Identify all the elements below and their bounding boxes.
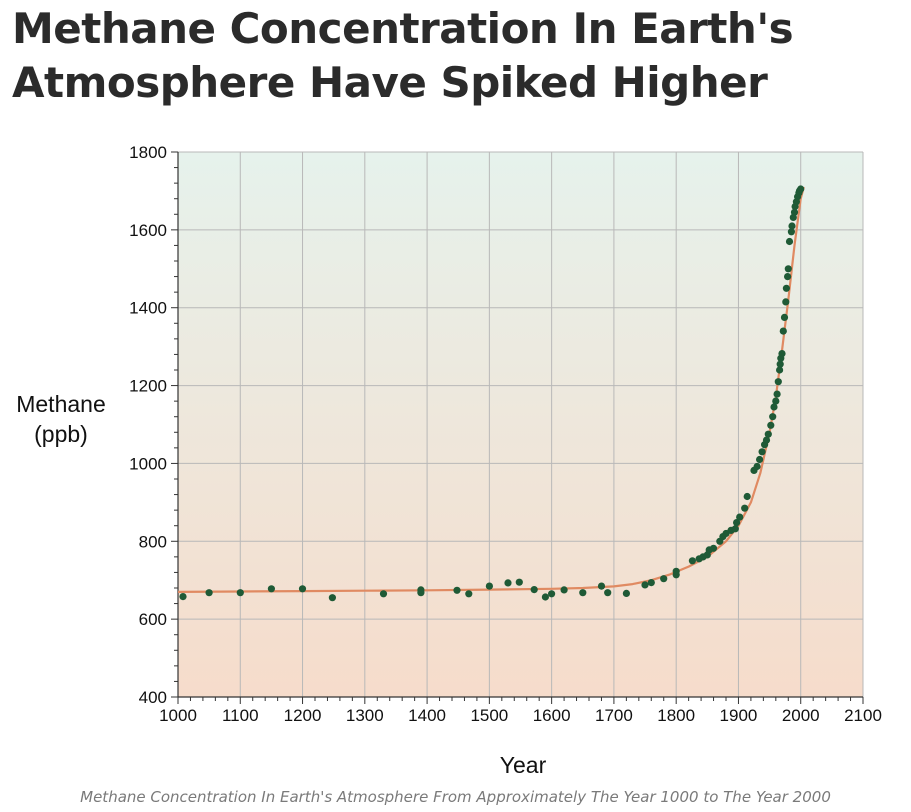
data-point — [753, 462, 761, 471]
data-point — [660, 575, 668, 583]
x-tick-label: 1600 — [533, 706, 571, 725]
x-tick-label: 1700 — [595, 706, 633, 725]
y-tick-label: 800 — [139, 532, 167, 551]
figure-caption: Methane Concentration In Earth's Atmosph… — [80, 788, 831, 806]
x-tick-label: 1300 — [346, 706, 384, 725]
data-point — [597, 582, 606, 590]
article-headline: Methane Concentration In Earth's Atmosph… — [12, 4, 794, 107]
y-tick-label: 1000 — [129, 454, 167, 473]
data-point — [736, 513, 744, 521]
data-point — [772, 397, 780, 405]
data-point — [560, 586, 568, 594]
x-tick-label: 2000 — [782, 706, 820, 725]
data-point — [485, 582, 493, 590]
data-point — [767, 421, 775, 429]
data-point — [417, 586, 425, 594]
data-point — [762, 436, 771, 444]
data-point — [784, 265, 792, 273]
data-point — [672, 567, 680, 575]
x-tick-label: 1900 — [720, 706, 758, 725]
data-point — [647, 579, 655, 587]
points-layer — [179, 185, 805, 602]
x-tick-label: 1500 — [470, 706, 508, 725]
y-axis-title-line: Methane — [16, 391, 106, 417]
data-point — [465, 590, 473, 598]
data-point — [453, 586, 461, 594]
data-point — [541, 593, 550, 601]
data-point — [782, 298, 790, 306]
data-point — [756, 455, 764, 464]
data-point — [504, 579, 512, 587]
data-point — [774, 378, 782, 386]
y-tick-label: 1200 — [129, 377, 167, 396]
data-point — [784, 273, 792, 281]
data-point — [797, 185, 805, 193]
data-point — [776, 360, 784, 368]
data-point — [780, 313, 789, 321]
data-point — [579, 589, 587, 597]
x-tick-label: 1200 — [284, 706, 322, 725]
x-axis-title: Year — [500, 752, 547, 778]
data-point — [758, 448, 766, 456]
data-point — [205, 589, 213, 597]
data-point — [785, 237, 794, 246]
data-point — [779, 327, 787, 335]
axes — [171, 151, 864, 704]
data-point — [770, 403, 778, 411]
data-point — [530, 586, 538, 594]
data-point — [236, 589, 244, 597]
data-point — [787, 228, 796, 236]
y-axis-title-line: (ppb) — [34, 421, 88, 447]
x-tick-label: 1400 — [408, 706, 446, 725]
data-point — [733, 519, 741, 527]
data-point — [743, 492, 751, 501]
data-point — [604, 589, 612, 597]
data-point — [298, 585, 307, 593]
data-point — [776, 366, 784, 374]
data-point — [764, 430, 772, 438]
x-tick-label: 1800 — [657, 706, 695, 725]
data-point — [788, 222, 796, 230]
data-point — [741, 504, 749, 512]
data-point — [769, 413, 777, 421]
data-point — [773, 390, 781, 398]
data-point — [641, 581, 649, 589]
methane-chart: 1000 1100 1200 1300 1400 1500 1600 1700 1800 1900… — [16, 143, 882, 778]
plot-background — [178, 152, 863, 697]
data-point — [267, 585, 275, 593]
x-tick-label: 1100 — [222, 706, 259, 725]
data-point — [379, 590, 388, 598]
y-tick-label: 1800 — [129, 143, 167, 162]
data-point — [782, 284, 791, 292]
data-point — [709, 544, 718, 552]
x-tick-label: 1000 — [159, 706, 197, 725]
axis-labels: 1000 1100 1200 1300 1400 1500 1600 1700 1800 1900… — [16, 143, 882, 778]
data-point — [328, 594, 336, 602]
data-point — [778, 350, 786, 358]
y-tick-label: 1400 — [129, 299, 167, 318]
y-tick-label: 400 — [139, 688, 167, 707]
x-tick-label: 2100 — [844, 706, 882, 725]
data-point — [731, 525, 739, 533]
data-point — [790, 208, 799, 216]
y-axis-title: Methane (ppb) — [16, 391, 106, 447]
y-tick-label: 1600 — [129, 221, 167, 240]
data-point — [515, 578, 523, 586]
data-point — [622, 589, 631, 597]
data-point — [688, 557, 697, 565]
data-point — [179, 593, 187, 601]
y-tick-label: 600 — [139, 610, 167, 629]
data-point — [548, 590, 556, 598]
